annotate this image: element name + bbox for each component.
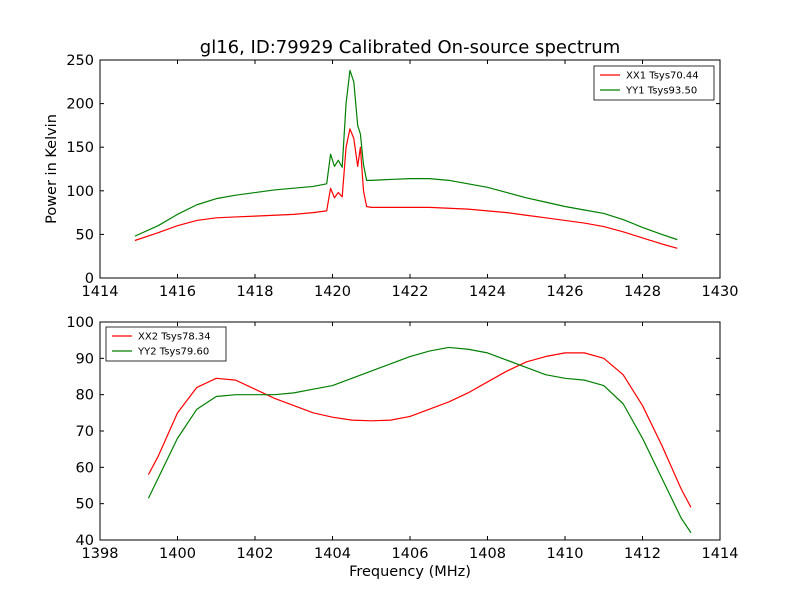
x-tick-label: 1424	[469, 284, 506, 300]
x-tick-label: 1412	[624, 546, 661, 562]
figure-title: gl16, ID:79929 Calibrated On-source spec…	[200, 37, 620, 58]
y-tick-label: 250	[66, 53, 94, 69]
y-tick-label: 60	[76, 460, 94, 476]
x-tick-label: 1420	[314, 284, 351, 300]
y-tick-label: 40	[76, 533, 94, 549]
y-tick-label: 90	[76, 351, 94, 367]
x-tick-label: 1414	[82, 284, 119, 300]
series-line-1-1	[134, 128, 678, 249]
x-tick-label: 1422	[392, 284, 429, 300]
y-tick-label: 70	[76, 424, 94, 440]
y-tick-label: 80	[76, 388, 94, 404]
y-tick-label: 150	[66, 140, 94, 156]
legend-label: XX2 Tsys78.34	[138, 332, 211, 343]
x-tick-label: 1408	[469, 546, 506, 562]
x-tick-label: 1404	[314, 546, 351, 562]
legend-box	[593, 65, 715, 101]
chart-panel-2: 1398 1400 1402 1404 1406 1408 1410 1412 1414 40 50…	[66, 315, 738, 580]
x-tick-label: 1402	[237, 546, 274, 562]
x-tick-label: 1398	[82, 546, 119, 562]
y-axis-label: Power in Kelvin	[44, 114, 60, 224]
y-tick-label: 100	[66, 315, 94, 331]
y-tick-label: 200	[66, 97, 94, 113]
legend-label: YY1 Tsys93.50	[625, 86, 697, 97]
x-tick-label: 1414	[702, 546, 739, 562]
x-tick-label: 1406	[392, 546, 429, 562]
x-tick-label: 1400	[159, 546, 196, 562]
x-tick-label: 1416	[159, 284, 196, 300]
y-tick-label: 100	[66, 184, 94, 200]
x-tick-label: 1418	[237, 284, 274, 300]
legend: XX2 Tsys78.34 YY2 Tsys79.60	[105, 326, 227, 362]
x-axis-label: Frequency (MHz)	[349, 564, 471, 580]
y-tick-label: 50	[76, 497, 94, 513]
series-line-2-2	[147, 346, 692, 534]
x-tick-label: 1410	[547, 546, 584, 562]
series-line-2-1	[147, 352, 692, 508]
series-line-1-2	[134, 69, 678, 241]
legend-label: YY2 Tsys79.60	[137, 347, 209, 358]
x-tick-label: 1428	[624, 284, 661, 300]
legend-box	[105, 326, 227, 362]
y-tick-label: 0	[85, 271, 94, 287]
chart-panel-1: 1414 1416 1418 1420 1422 1424 1426 1428 1430 0 50 1…	[44, 53, 738, 300]
legend: XX1 Tsys70.44 YY1 Tsys93.50	[593, 65, 715, 101]
x-tick-label: 1426	[547, 284, 584, 300]
legend-label: XX1 Tsys70.44	[626, 71, 699, 82]
y-tick-label: 50	[76, 227, 94, 243]
x-tick-label: 1430	[702, 284, 739, 300]
